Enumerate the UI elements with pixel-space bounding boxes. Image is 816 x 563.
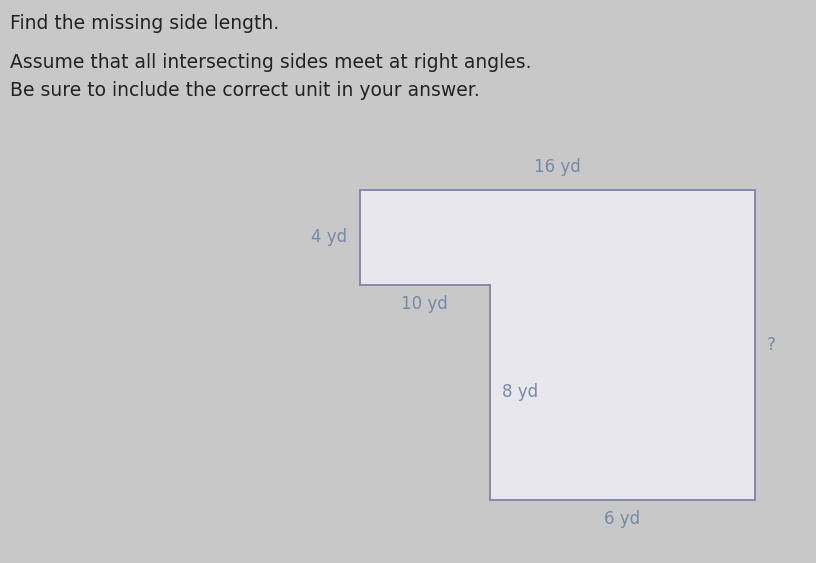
Text: 10 yd: 10 yd [401,295,448,313]
Text: Assume that all intersecting sides meet at right angles.
Be sure to include the : Assume that all intersecting sides meet … [10,53,531,100]
Text: 6 yd: 6 yd [604,510,641,528]
Text: 4 yd: 4 yd [312,229,348,246]
Text: 16 yd: 16 yd [534,158,581,176]
Text: 8 yd: 8 yd [502,383,538,401]
Text: Find the missing side length.: Find the missing side length. [10,14,279,33]
Text: ?: ? [767,336,776,354]
Polygon shape [360,190,755,500]
